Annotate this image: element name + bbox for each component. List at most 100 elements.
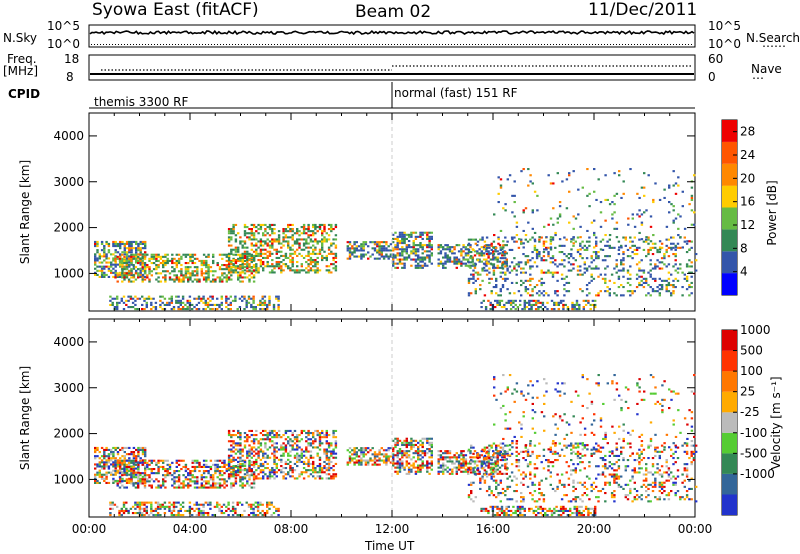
range-gate-cell bbox=[245, 301, 248, 304]
range-gate-cell bbox=[112, 242, 115, 245]
range-gate-cell bbox=[227, 448, 231, 451]
range-gate-cell bbox=[230, 440, 233, 443]
range-gate-cell bbox=[654, 265, 657, 268]
range-gate-cell bbox=[284, 230, 288, 233]
range-gate-cell bbox=[622, 269, 625, 272]
range-gate-cell bbox=[119, 263, 122, 266]
range-gate-cell bbox=[232, 248, 235, 251]
range-gate-cell bbox=[230, 465, 233, 468]
range-gate-cell bbox=[259, 240, 263, 243]
range-gate-cell bbox=[382, 459, 386, 462]
range-gate-cell bbox=[127, 459, 131, 462]
range-gate-cell bbox=[179, 301, 182, 304]
range-gate-cell bbox=[430, 446, 433, 449]
range-gate-cell bbox=[144, 446, 147, 449]
range-gate-cell bbox=[505, 262, 508, 265]
range-gate-cell bbox=[305, 246, 308, 249]
range-gate-cell bbox=[252, 244, 256, 247]
range-gate-cell bbox=[255, 238, 258, 241]
range-gate-cell bbox=[565, 494, 568, 497]
range-gate-cell bbox=[499, 229, 503, 232]
range-gate-cell bbox=[455, 456, 458, 459]
range-gate-cell bbox=[501, 252, 504, 255]
range-gate-cell bbox=[302, 256, 306, 259]
range-gate-cell bbox=[287, 458, 290, 461]
range-gate-cell bbox=[645, 279, 648, 282]
range-gate-cell bbox=[439, 464, 443, 467]
range-gate-cell bbox=[227, 238, 231, 241]
range-gate-cell bbox=[193, 465, 197, 468]
range-gate-cell bbox=[191, 308, 194, 311]
range-gate-cell bbox=[230, 454, 233, 457]
range-gate-cell bbox=[583, 244, 586, 247]
range-gate-cell bbox=[579, 452, 582, 455]
range-gate-cell bbox=[264, 452, 267, 455]
range-gate-cell bbox=[412, 240, 415, 243]
range-gate-cell bbox=[660, 284, 664, 287]
range-gate-cell bbox=[504, 273, 507, 276]
range-gate-cell bbox=[485, 273, 489, 276]
range-gate-cell bbox=[125, 468, 128, 471]
range-gate-cell bbox=[275, 442, 278, 445]
range-gate-cell bbox=[316, 269, 319, 272]
range-gate-cell bbox=[230, 278, 233, 281]
range-gate-cell bbox=[583, 263, 586, 266]
range-gate-cell bbox=[629, 294, 632, 297]
range-gate-cell bbox=[538, 498, 541, 501]
range-gate-cell bbox=[323, 240, 326, 243]
range-gate-cell bbox=[139, 457, 142, 460]
range-gate-cell bbox=[212, 476, 215, 479]
range-gate-cell bbox=[146, 465, 149, 468]
range-gate-cell bbox=[430, 246, 433, 249]
range-gate-cell bbox=[504, 236, 507, 239]
range-gate-cell bbox=[309, 252, 313, 255]
range-gate-cell bbox=[498, 303, 501, 306]
range-gate-cell bbox=[690, 286, 693, 289]
range-gate-cell bbox=[107, 251, 111, 254]
range-gate-cell bbox=[312, 456, 315, 459]
range-gate-cell bbox=[227, 268, 231, 271]
range-gate-cell bbox=[255, 458, 258, 461]
range-gate-cell bbox=[132, 463, 136, 466]
range-gate-cell bbox=[243, 230, 247, 233]
range-gate-cell bbox=[323, 228, 326, 231]
range-gate-cell bbox=[305, 450, 308, 453]
range-gate-cell bbox=[298, 454, 301, 457]
range-gate-cell bbox=[373, 459, 377, 462]
range-gate-cell bbox=[314, 438, 317, 441]
range-gate-cell bbox=[227, 434, 231, 437]
range-gate-cell bbox=[506, 477, 509, 480]
range-gate-cell bbox=[414, 443, 418, 446]
range-gate-cell bbox=[266, 261, 269, 264]
range-gate-cell bbox=[537, 299, 540, 302]
range-gate-cell bbox=[250, 272, 253, 275]
range-gate-cell bbox=[110, 269, 113, 272]
range-gate-cell bbox=[626, 255, 630, 258]
range-gate-cell bbox=[234, 458, 238, 461]
range-gate-cell bbox=[485, 244, 488, 247]
range-gate-cell bbox=[460, 252, 463, 255]
range-gate-cell bbox=[139, 271, 142, 274]
range-gate-cell bbox=[360, 459, 363, 462]
range-gate-cell bbox=[690, 223, 694, 226]
range-gate-cell bbox=[312, 460, 315, 463]
range-gate-cell bbox=[196, 482, 199, 485]
range-gate-cell bbox=[417, 450, 420, 453]
range-gate-cell bbox=[437, 244, 440, 247]
range-gate-cell bbox=[187, 268, 190, 271]
range-gate-cell bbox=[135, 251, 138, 254]
range-gate-cell bbox=[318, 436, 322, 439]
range-gate-cell bbox=[367, 461, 370, 464]
range-gate-cell bbox=[392, 255, 395, 258]
range-gate-cell bbox=[207, 255, 210, 258]
range-gate-cell bbox=[123, 278, 126, 281]
range-gate-cell bbox=[272, 303, 276, 306]
range-gate-cell bbox=[191, 459, 194, 462]
range-gate-cell bbox=[613, 246, 616, 249]
range-gate-cell bbox=[579, 457, 582, 460]
range-gate-cell bbox=[588, 265, 591, 268]
range-gate-cell bbox=[470, 292, 473, 295]
range-gate-cell bbox=[330, 477, 333, 480]
range-gate-cell bbox=[250, 276, 253, 279]
range-gate-cell bbox=[451, 470, 454, 473]
